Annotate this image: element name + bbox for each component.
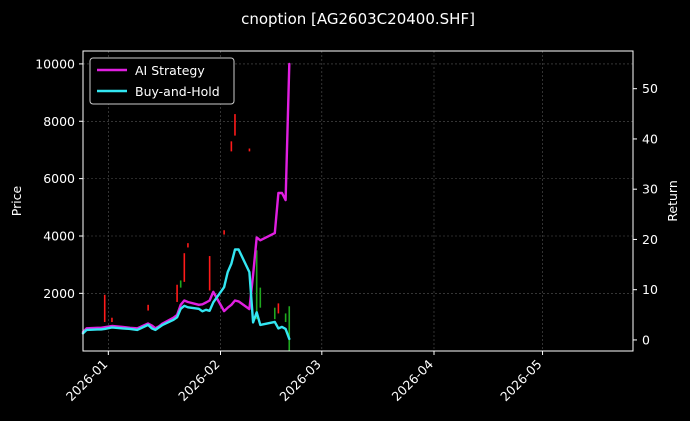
y2-tick-label: 0 (642, 332, 650, 347)
candlesticks (103, 114, 291, 351)
y-axis-label: Price (9, 185, 24, 216)
y2-tick-label: 40 (642, 131, 658, 146)
legend: AI Strategy Buy-and-Hold (89, 57, 235, 105)
y-tick-label: 6000 (43, 171, 75, 186)
y2-tick-label: 10 (642, 282, 658, 297)
y2-tick-label: 30 (642, 182, 658, 197)
y2-tick-label: 50 (642, 81, 658, 96)
y-tick-label: 4000 (43, 228, 75, 243)
y-tick-label: 2000 (43, 286, 75, 301)
y2-axis-label: Return (665, 180, 680, 221)
legend-label-ai-strategy: AI Strategy (135, 63, 205, 78)
y-tick-label: 8000 (43, 114, 75, 129)
y-tick-label: 10000 (35, 56, 75, 71)
legend-label-buy-and-hold: Buy-and-Hold (135, 84, 220, 99)
y2-tick-label: 20 (642, 232, 658, 247)
series-line-ai-strategy (81, 62, 291, 334)
chart-title: cnoption [AG2603C20400.SHF] (241, 10, 475, 28)
series-line-buy-and-hold (81, 248, 291, 341)
series-lines (81, 62, 291, 341)
plot-frame (82, 50, 634, 352)
